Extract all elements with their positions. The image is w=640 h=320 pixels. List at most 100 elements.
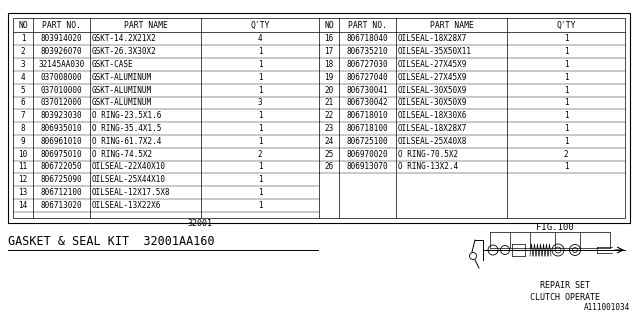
- Text: 037008000: 037008000: [41, 73, 83, 82]
- Text: 23: 23: [324, 124, 333, 133]
- Text: 806730041: 806730041: [347, 85, 388, 95]
- Text: 1: 1: [564, 47, 568, 56]
- Text: O RING-23.5X1.6: O RING-23.5X1.6: [92, 111, 161, 120]
- Text: 806718040: 806718040: [347, 34, 388, 44]
- Text: Q'TY: Q'TY: [250, 20, 269, 29]
- Text: OILSEAL-25X44X10: OILSEAL-25X44X10: [92, 175, 166, 184]
- Text: A111001034: A111001034: [584, 303, 630, 312]
- Text: OILSEAL-30X50X9: OILSEAL-30X50X9: [398, 99, 467, 108]
- Text: 6: 6: [20, 99, 26, 108]
- Text: GSKT-ALUMINUM: GSKT-ALUMINUM: [92, 99, 152, 108]
- Text: 1: 1: [258, 47, 262, 56]
- Text: 806970020: 806970020: [347, 149, 388, 159]
- Text: PART NO.: PART NO.: [42, 20, 81, 29]
- Text: OILSEAL-18X28X7: OILSEAL-18X28X7: [398, 34, 467, 44]
- Text: 2: 2: [20, 47, 26, 56]
- Text: O RING-70.5X2: O RING-70.5X2: [398, 149, 458, 159]
- Text: OILSEAL-18X30X6: OILSEAL-18X30X6: [398, 111, 467, 120]
- Text: 1: 1: [564, 85, 568, 95]
- Text: GSKT-26.3X30X2: GSKT-26.3X30X2: [92, 47, 157, 56]
- Text: OILSEAL-18X28X7: OILSEAL-18X28X7: [398, 124, 467, 133]
- Text: OILSEAL-12X17.5X8: OILSEAL-12X17.5X8: [92, 188, 171, 197]
- Text: 806718010: 806718010: [347, 111, 388, 120]
- Text: 1: 1: [564, 73, 568, 82]
- Text: NO: NO: [324, 20, 334, 29]
- Text: PART NAME: PART NAME: [124, 20, 168, 29]
- Text: OILSEAL-27X45X9: OILSEAL-27X45X9: [398, 73, 467, 82]
- Text: 32145AA030: 32145AA030: [38, 60, 84, 69]
- Text: 2: 2: [258, 149, 262, 159]
- Text: 32001: 32001: [188, 219, 212, 228]
- Text: 17: 17: [324, 47, 333, 56]
- Text: OILSEAL-25X40X8: OILSEAL-25X40X8: [398, 137, 467, 146]
- Text: 1: 1: [258, 60, 262, 69]
- Text: 037012000: 037012000: [41, 99, 83, 108]
- Text: 1: 1: [258, 85, 262, 95]
- Text: 1: 1: [564, 60, 568, 69]
- Text: 20: 20: [324, 85, 333, 95]
- Text: 13: 13: [19, 188, 28, 197]
- Text: FIG.100: FIG.100: [536, 223, 574, 232]
- Text: 1: 1: [258, 188, 262, 197]
- Text: 11: 11: [19, 163, 28, 172]
- Text: 806975010: 806975010: [41, 149, 83, 159]
- Text: PART NO.: PART NO.: [348, 20, 387, 29]
- Text: 1: 1: [564, 124, 568, 133]
- Text: 806718100: 806718100: [347, 124, 388, 133]
- Text: 24: 24: [324, 137, 333, 146]
- Text: 3: 3: [258, 99, 262, 108]
- Text: 806727040: 806727040: [347, 73, 388, 82]
- Text: 1: 1: [258, 124, 262, 133]
- Text: 806961010: 806961010: [41, 137, 83, 146]
- Text: O RING-74.5X2: O RING-74.5X2: [92, 149, 152, 159]
- Text: 9: 9: [20, 137, 26, 146]
- Text: REPAIR SET: REPAIR SET: [540, 281, 590, 290]
- Text: 806722050: 806722050: [41, 163, 83, 172]
- Text: 12: 12: [19, 175, 28, 184]
- Text: 18: 18: [324, 60, 333, 69]
- Text: OILSEAL-22X40X10: OILSEAL-22X40X10: [92, 163, 166, 172]
- Text: 037010000: 037010000: [41, 85, 83, 95]
- Text: 1: 1: [258, 175, 262, 184]
- Text: 806730042: 806730042: [347, 99, 388, 108]
- Text: 1: 1: [20, 34, 26, 44]
- Text: 19: 19: [324, 73, 333, 82]
- Text: 26: 26: [324, 163, 333, 172]
- Text: GASKET & SEAL KIT  32001AA160: GASKET & SEAL KIT 32001AA160: [8, 235, 214, 248]
- Text: 806725090: 806725090: [41, 175, 83, 184]
- Text: 806735210: 806735210: [347, 47, 388, 56]
- Text: 1: 1: [258, 163, 262, 172]
- Text: 1: 1: [258, 201, 262, 210]
- Text: 806727030: 806727030: [347, 60, 388, 69]
- Text: GSKT-ALUMINUM: GSKT-ALUMINUM: [92, 73, 152, 82]
- Text: GSKT-14.2X21X2: GSKT-14.2X21X2: [92, 34, 157, 44]
- Text: 14: 14: [19, 201, 28, 210]
- Text: 1: 1: [564, 34, 568, 44]
- Text: 1: 1: [258, 73, 262, 82]
- Text: 1: 1: [564, 163, 568, 172]
- Text: 5: 5: [20, 85, 26, 95]
- Text: 7: 7: [20, 111, 26, 120]
- Text: 1: 1: [258, 111, 262, 120]
- Text: OILSEAL-13X22X6: OILSEAL-13X22X6: [92, 201, 161, 210]
- Text: 22: 22: [324, 111, 333, 120]
- Text: O RING-61.7X2.4: O RING-61.7X2.4: [92, 137, 161, 146]
- Text: 806725100: 806725100: [347, 137, 388, 146]
- Text: 10: 10: [19, 149, 28, 159]
- Text: CLUTCH OPERATE: CLUTCH OPERATE: [530, 293, 600, 302]
- Text: 803914020: 803914020: [41, 34, 83, 44]
- Text: 4: 4: [258, 34, 262, 44]
- Text: NO: NO: [18, 20, 28, 29]
- Text: 21: 21: [324, 99, 333, 108]
- Text: 806713020: 806713020: [41, 201, 83, 210]
- Text: GSKT-CASE: GSKT-CASE: [92, 60, 134, 69]
- Text: 2: 2: [564, 149, 568, 159]
- Text: 1: 1: [564, 111, 568, 120]
- Text: 25: 25: [324, 149, 333, 159]
- Text: OILSEAL-30X50X9: OILSEAL-30X50X9: [398, 85, 467, 95]
- Text: Q'TY: Q'TY: [556, 20, 576, 29]
- Text: 8: 8: [20, 124, 26, 133]
- Text: 4: 4: [20, 73, 26, 82]
- Text: GSKT-ALUMINUM: GSKT-ALUMINUM: [92, 85, 152, 95]
- Text: PART NAME: PART NAME: [429, 20, 474, 29]
